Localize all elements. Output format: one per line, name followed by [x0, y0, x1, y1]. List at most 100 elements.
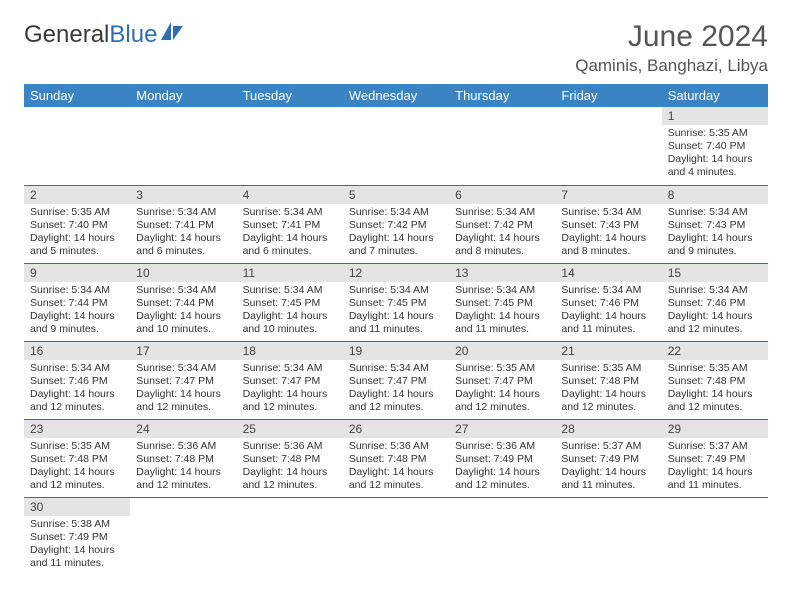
sunset-text: Sunset: 7:48 PM — [136, 453, 230, 466]
sunset-text: Sunset: 7:49 PM — [30, 531, 124, 544]
calendar-cell — [24, 107, 130, 185]
day-details: Sunrise: 5:35 AMSunset: 7:47 PMDaylight:… — [449, 360, 555, 419]
sunrise-text: Sunrise: 5:34 AM — [349, 362, 443, 375]
sunrise-text: Sunrise: 5:34 AM — [30, 362, 124, 375]
day-details: Sunrise: 5:34 AMSunset: 7:41 PMDaylight:… — [237, 204, 343, 263]
calendar-cell: 3Sunrise: 5:34 AMSunset: 7:41 PMDaylight… — [130, 185, 236, 263]
sunrise-text: Sunrise: 5:38 AM — [30, 518, 124, 531]
day-number: 23 — [24, 420, 130, 438]
calendar-cell: 12Sunrise: 5:34 AMSunset: 7:45 PMDayligh… — [343, 263, 449, 341]
calendar-cell: 1Sunrise: 5:35 AMSunset: 7:40 PMDaylight… — [662, 107, 768, 185]
sunrise-text: Sunrise: 5:34 AM — [668, 206, 762, 219]
calendar-cell — [662, 497, 768, 575]
daylight-text: Daylight: 14 hours and 8 minutes. — [561, 232, 655, 258]
calendar-cell: 20Sunrise: 5:35 AMSunset: 7:47 PMDayligh… — [449, 341, 555, 419]
sail-icon — [159, 20, 185, 49]
sunset-text: Sunset: 7:49 PM — [455, 453, 549, 466]
calendar-cell: 24Sunrise: 5:36 AMSunset: 7:48 PMDayligh… — [130, 419, 236, 497]
sunrise-text: Sunrise: 5:35 AM — [561, 362, 655, 375]
daylight-text: Daylight: 14 hours and 12 minutes. — [243, 388, 337, 414]
day-details: Sunrise: 5:35 AMSunset: 7:40 PMDaylight:… — [24, 204, 130, 263]
day-details: Sunrise: 5:34 AMSunset: 7:44 PMDaylight:… — [130, 282, 236, 341]
day-number: 4 — [237, 186, 343, 204]
day-details: Sunrise: 5:34 AMSunset: 7:42 PMDaylight:… — [449, 204, 555, 263]
day-details: Sunrise: 5:34 AMSunset: 7:43 PMDaylight:… — [662, 204, 768, 263]
sunrise-text: Sunrise: 5:35 AM — [30, 206, 124, 219]
calendar-cell: 19Sunrise: 5:34 AMSunset: 7:47 PMDayligh… — [343, 341, 449, 419]
day-details: Sunrise: 5:34 AMSunset: 7:47 PMDaylight:… — [237, 360, 343, 419]
daylight-text: Daylight: 14 hours and 12 minutes. — [668, 388, 762, 414]
day-details: Sunrise: 5:37 AMSunset: 7:49 PMDaylight:… — [555, 438, 661, 497]
day-number: 8 — [662, 186, 768, 204]
day-number: 11 — [237, 264, 343, 282]
sunset-text: Sunset: 7:41 PM — [136, 219, 230, 232]
day-details: Sunrise: 5:34 AMSunset: 7:47 PMDaylight:… — [130, 360, 236, 419]
sunrise-text: Sunrise: 5:35 AM — [668, 362, 762, 375]
daylight-text: Daylight: 14 hours and 12 minutes. — [349, 466, 443, 492]
calendar-cell: 6Sunrise: 5:34 AMSunset: 7:42 PMDaylight… — [449, 185, 555, 263]
calendar-cell — [449, 107, 555, 185]
day-details: Sunrise: 5:34 AMSunset: 7:45 PMDaylight:… — [343, 282, 449, 341]
daylight-text: Daylight: 14 hours and 12 minutes. — [243, 466, 337, 492]
calendar-cell: 11Sunrise: 5:34 AMSunset: 7:45 PMDayligh… — [237, 263, 343, 341]
calendar-cell: 13Sunrise: 5:34 AMSunset: 7:45 PMDayligh… — [449, 263, 555, 341]
sunset-text: Sunset: 7:46 PM — [30, 375, 124, 388]
header: GeneralBlue June 2024 Qaminis, Banghazi,… — [24, 20, 768, 76]
sunset-text: Sunset: 7:48 PM — [243, 453, 337, 466]
day-details: Sunrise: 5:36 AMSunset: 7:49 PMDaylight:… — [449, 438, 555, 497]
calendar-header-row: Sunday Monday Tuesday Wednesday Thursday… — [24, 84, 768, 107]
day-number: 17 — [130, 342, 236, 360]
sunset-text: Sunset: 7:48 PM — [668, 375, 762, 388]
daylight-text: Daylight: 14 hours and 6 minutes. — [243, 232, 337, 258]
sunset-text: Sunset: 7:40 PM — [668, 140, 762, 153]
calendar-cell: 29Sunrise: 5:37 AMSunset: 7:49 PMDayligh… — [662, 419, 768, 497]
sunset-text: Sunset: 7:48 PM — [30, 453, 124, 466]
day-number: 27 — [449, 420, 555, 438]
day-details: Sunrise: 5:36 AMSunset: 7:48 PMDaylight:… — [343, 438, 449, 497]
day-number: 29 — [662, 420, 768, 438]
sunset-text: Sunset: 7:49 PM — [668, 453, 762, 466]
daylight-text: Daylight: 14 hours and 12 minutes. — [136, 388, 230, 414]
day-details: Sunrise: 5:35 AMSunset: 7:40 PMDaylight:… — [662, 125, 768, 184]
sunrise-text: Sunrise: 5:36 AM — [136, 440, 230, 453]
calendar-cell — [237, 107, 343, 185]
sunrise-text: Sunrise: 5:34 AM — [136, 284, 230, 297]
sunset-text: Sunset: 7:41 PM — [243, 219, 337, 232]
sunset-text: Sunset: 7:42 PM — [349, 219, 443, 232]
daylight-text: Daylight: 14 hours and 12 minutes. — [455, 388, 549, 414]
calendar-body: 1Sunrise: 5:35 AMSunset: 7:40 PMDaylight… — [24, 107, 768, 575]
sunset-text: Sunset: 7:45 PM — [243, 297, 337, 310]
calendar-cell: 8Sunrise: 5:34 AMSunset: 7:43 PMDaylight… — [662, 185, 768, 263]
day-details: Sunrise: 5:34 AMSunset: 7:46 PMDaylight:… — [662, 282, 768, 341]
sunset-text: Sunset: 7:42 PM — [455, 219, 549, 232]
daylight-text: Daylight: 14 hours and 11 minutes. — [561, 466, 655, 492]
weekday-header: Tuesday — [237, 84, 343, 107]
day-details: Sunrise: 5:34 AMSunset: 7:47 PMDaylight:… — [343, 360, 449, 419]
calendar-cell — [343, 497, 449, 575]
calendar-cell: 9Sunrise: 5:34 AMSunset: 7:44 PMDaylight… — [24, 263, 130, 341]
daylight-text: Daylight: 14 hours and 12 minutes. — [668, 310, 762, 336]
day-details: Sunrise: 5:34 AMSunset: 7:46 PMDaylight:… — [555, 282, 661, 341]
logo: GeneralBlue — [24, 20, 185, 49]
sunrise-text: Sunrise: 5:34 AM — [455, 284, 549, 297]
day-details: Sunrise: 5:38 AMSunset: 7:49 PMDaylight:… — [24, 516, 130, 575]
weekday-header: Monday — [130, 84, 236, 107]
calendar-cell: 26Sunrise: 5:36 AMSunset: 7:48 PMDayligh… — [343, 419, 449, 497]
day-number: 9 — [24, 264, 130, 282]
calendar-cell: 4Sunrise: 5:34 AMSunset: 7:41 PMDaylight… — [237, 185, 343, 263]
sunset-text: Sunset: 7:46 PM — [561, 297, 655, 310]
calendar-cell: 25Sunrise: 5:36 AMSunset: 7:48 PMDayligh… — [237, 419, 343, 497]
sunrise-text: Sunrise: 5:34 AM — [136, 362, 230, 375]
calendar-cell — [555, 107, 661, 185]
sunrise-text: Sunrise: 5:34 AM — [243, 206, 337, 219]
daylight-text: Daylight: 14 hours and 11 minutes. — [349, 310, 443, 336]
sunrise-text: Sunrise: 5:37 AM — [668, 440, 762, 453]
day-number: 26 — [343, 420, 449, 438]
weekday-header: Wednesday — [343, 84, 449, 107]
day-details: Sunrise: 5:34 AMSunset: 7:45 PMDaylight:… — [449, 282, 555, 341]
sunset-text: Sunset: 7:48 PM — [561, 375, 655, 388]
sunset-text: Sunset: 7:47 PM — [349, 375, 443, 388]
day-details: Sunrise: 5:34 AMSunset: 7:44 PMDaylight:… — [24, 282, 130, 341]
sunrise-text: Sunrise: 5:34 AM — [561, 206, 655, 219]
sunset-text: Sunset: 7:45 PM — [349, 297, 443, 310]
